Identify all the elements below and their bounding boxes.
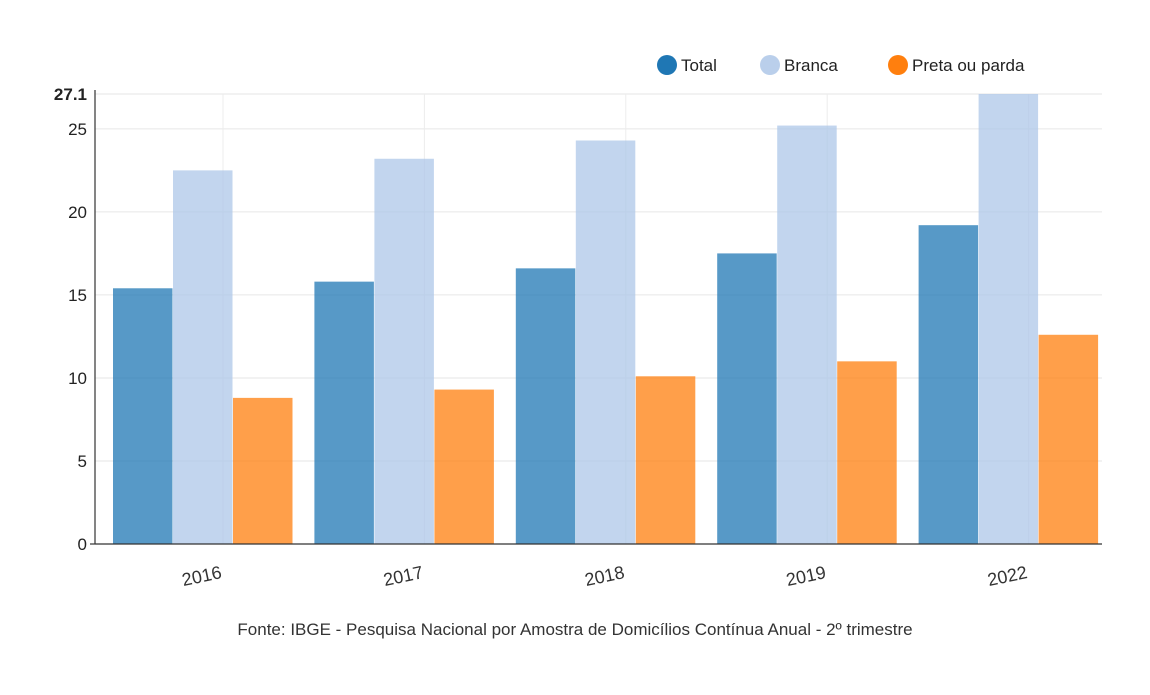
axes	[90, 90, 1102, 545]
y-tick-label: 15	[68, 286, 87, 305]
legend-item-branca[interactable]: Branca	[760, 55, 838, 75]
legend-label: Preta ou parda	[912, 56, 1025, 75]
bar-preta-ou-parda-2022	[1038, 334, 1099, 544]
legend-label: Branca	[784, 56, 838, 75]
legend-item-total[interactable]: Total	[657, 55, 717, 75]
y-tick-label: 0	[78, 535, 87, 554]
x-axis-ticks: 2016 2017 2018 2019 2022	[180, 562, 1029, 590]
bar-branca-2019	[777, 125, 837, 545]
y-tick-label: 20	[68, 203, 87, 222]
legend-swatch	[888, 55, 908, 75]
bar-branca-2018	[575, 140, 636, 545]
y-tick-label: 27.1	[54, 85, 87, 104]
bar-branca-2017	[374, 158, 434, 545]
legend-item-preta-ou-parda[interactable]: Preta ou parda	[888, 55, 1025, 75]
x-tick-label: 2022	[986, 562, 1029, 590]
bar-total-2018	[515, 268, 576, 544]
bar-total-2022	[918, 225, 979, 544]
bar-preta-ou-parda-2018	[635, 376, 696, 544]
bar-preta-ou-parda-2017	[434, 389, 494, 544]
bar-chart: 0 5 10 15 20 25 27.1 2016 2017 2018 2019 2022 Tota…	[54, 55, 1102, 590]
x-tick-label: 2017	[381, 562, 424, 590]
legend-label: Total	[681, 56, 717, 75]
y-axis-ticks: 0 5 10 15 20 25 27.1	[54, 85, 87, 554]
y-tick-label: 10	[68, 369, 87, 388]
legend-swatch	[657, 55, 677, 75]
bar-preta-ou-parda-2019	[837, 361, 897, 544]
x-tick-label: 2019	[784, 562, 827, 590]
bar-branca-2016	[173, 170, 233, 544]
bar-branca-2022	[978, 94, 1039, 544]
bar-total-2016	[113, 288, 173, 544]
legend-swatch	[760, 55, 780, 75]
bars	[113, 94, 1099, 545]
x-tick-label: 2018	[583, 562, 626, 590]
bar-preta-ou-parda-2016	[233, 397, 293, 544]
y-tick-label: 25	[68, 120, 87, 139]
legend: Total Branca Preta ou parda	[657, 55, 1025, 75]
y-tick-label: 5	[78, 452, 87, 471]
source-note: Fonte: IBGE - Pesquisa Nacional por Amos…	[237, 620, 913, 639]
bar-total-2019	[717, 253, 777, 544]
bar-total-2017	[314, 281, 374, 544]
x-tick-label: 2016	[180, 562, 223, 590]
